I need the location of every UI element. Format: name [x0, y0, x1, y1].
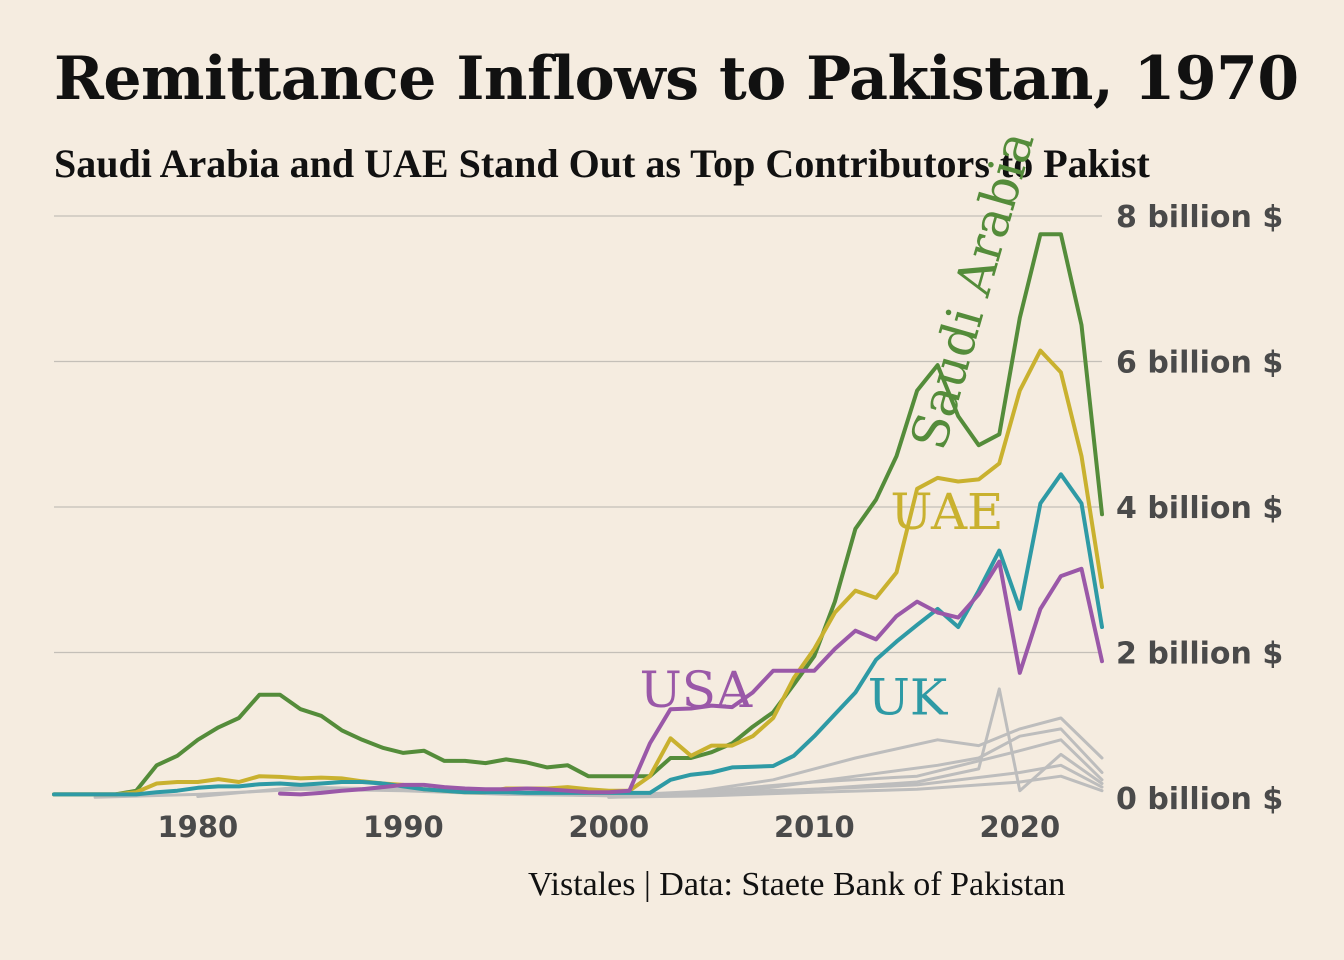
series-line-usa — [278, 559, 1104, 797]
x-tick-label: 2000 — [568, 810, 649, 844]
series-line-uae — [52, 348, 1104, 797]
series-lines — [52, 232, 1104, 799]
y-tick-label: 2 billion $ — [1116, 637, 1283, 672]
source-caption: Vistales | Data: Staete Bank of Pakistan — [528, 866, 1066, 903]
x-tick-label: 2010 — [774, 810, 855, 844]
series-label-uk: UK — [868, 668, 949, 726]
y-tick-label: 0 billion $ — [1116, 782, 1283, 817]
y-tick-label: 8 billion $ — [1116, 200, 1283, 235]
x-axis: 1980 1990 2000 2010 2020 — [157, 810, 1060, 844]
series-line-other — [607, 716, 1104, 798]
x-tick-label: 2020 — [979, 810, 1060, 844]
y-tick-label: 4 billion $ — [1116, 491, 1283, 526]
series-line-saudi — [52, 232, 1104, 797]
series-label-uae: UAE — [890, 483, 1003, 541]
chart-title: Remittance Inflows to Pakistan, 1970 — [54, 44, 1299, 114]
y-axis: 0 billion $ 2 billion $ 4 billion $ 6 billi… — [1116, 200, 1283, 817]
x-tick-label: 1980 — [157, 810, 238, 844]
x-tick-label: 1990 — [363, 810, 444, 844]
series-label-saudi: Saudi Arabia — [900, 125, 1046, 456]
chart-subtitle: Saudi Arabia and UAE Stand Out as Top Co… — [54, 141, 1150, 186]
series-line-other — [607, 774, 1104, 799]
series-labels: Saudi Arabia UAE USA UK — [640, 125, 1046, 727]
series-label-usa: USA — [640, 661, 753, 719]
grid-lines — [54, 215, 1102, 654]
y-tick-label: 6 billion $ — [1116, 346, 1283, 381]
